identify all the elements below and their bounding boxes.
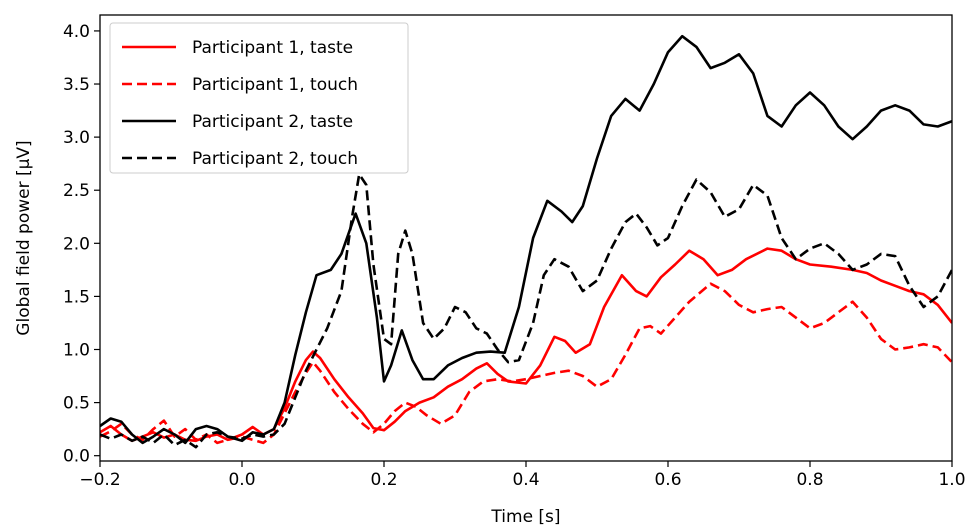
y-tick-label: 0.0 bbox=[63, 447, 90, 467]
x-tick-label: 0.4 bbox=[512, 470, 539, 490]
y-tick-label: 2.0 bbox=[63, 234, 90, 254]
legend-label-2: Participant 1, touch bbox=[192, 75, 358, 95]
legend: Participant 1, taste Participant 1, touch… bbox=[109, 22, 409, 174]
legend-label-4: Participant 2, touch bbox=[192, 149, 358, 169]
y-axis: 0.0 0.5 1.0 1.5 2.0 2.5 3.0 3.5 4.0 bbox=[63, 22, 100, 467]
y-tick-label: 1.5 bbox=[63, 287, 90, 307]
y-tick-label: 3.0 bbox=[63, 128, 90, 148]
series-layer bbox=[100, 34, 952, 449]
legend-label-1: Participant 1, taste bbox=[192, 38, 353, 58]
y-tick-label: 0.5 bbox=[63, 394, 90, 414]
x-tick-label: 1.0 bbox=[938, 470, 965, 490]
y-tick-label: 2.5 bbox=[63, 181, 90, 201]
legend-label-3: Participant 2, taste bbox=[192, 112, 353, 132]
x-tick-label: 0.8 bbox=[796, 470, 823, 490]
y-axis-label: Global field power [μV] bbox=[14, 140, 34, 335]
x-axis-label: Time [s] bbox=[490, 507, 560, 527]
y-tick-label: 1.0 bbox=[63, 341, 90, 361]
x-axis: −0.2 0.0 0.2 0.4 0.6 0.8 1.0 bbox=[79, 461, 966, 490]
series-line-3 bbox=[100, 34, 952, 445]
x-tick-label: −0.2 bbox=[79, 470, 120, 490]
legend-box bbox=[109, 22, 409, 174]
series-line-1 bbox=[100, 247, 952, 443]
series-line-2 bbox=[100, 282, 952, 445]
x-tick-label: 0.6 bbox=[654, 470, 681, 490]
y-tick-label: 4.0 bbox=[63, 22, 90, 42]
y-tick-label: 3.5 bbox=[63, 75, 90, 95]
x-tick-label: 0.2 bbox=[370, 470, 397, 490]
series-line-4 bbox=[100, 173, 952, 449]
x-tick-label: 0.0 bbox=[228, 470, 255, 490]
